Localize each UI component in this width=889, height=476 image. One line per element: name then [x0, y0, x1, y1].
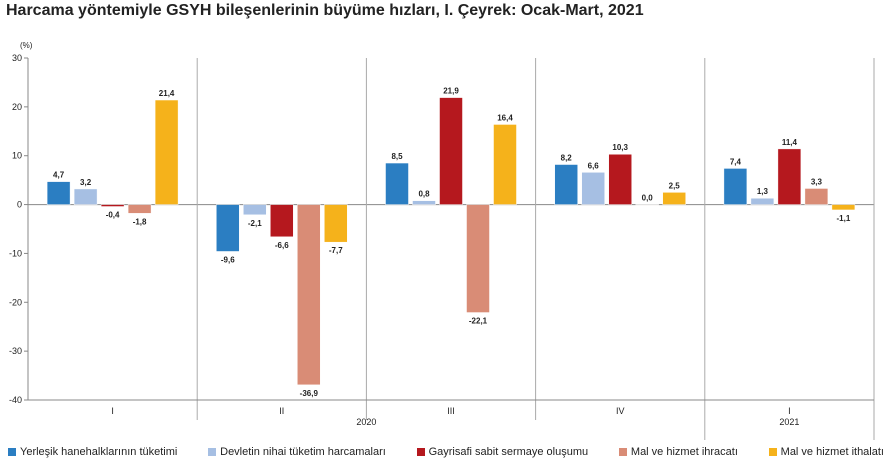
y-tick-label: 0: [17, 200, 22, 210]
legend-label: Devletin nihai tüketim harcamaları: [220, 446, 386, 458]
legend-swatch: [8, 448, 16, 456]
y-tick-label: -10: [9, 248, 22, 258]
legend-label: Gayrisafi sabit sermaye oluşumu: [428, 446, 589, 458]
legend-item: Mal ve hizmet ithalatı: [768, 446, 884, 458]
data-label: 3,2: [80, 178, 92, 187]
bar: [243, 204, 267, 216]
bar: [439, 97, 463, 205]
legend-swatch: [768, 448, 777, 456]
bar: [608, 153, 632, 205]
bar: [385, 162, 409, 205]
bar: [777, 148, 802, 205]
data-label: 21,9: [443, 87, 459, 96]
data-label: -1,8: [133, 217, 147, 226]
bar: [46, 181, 71, 205]
x-year-label: 2021: [779, 417, 799, 427]
legend-swatch: [618, 448, 627, 456]
legend-swatch: [416, 448, 425, 456]
x-year-label: 2020: [356, 417, 376, 427]
data-label: 4,7: [53, 171, 65, 180]
bar: [466, 204, 490, 313]
bar: [723, 168, 748, 205]
data-label: 6,6: [588, 161, 600, 170]
data-label: 21,4: [159, 89, 175, 98]
legend-swatch: [208, 448, 217, 456]
data-label: -2,1: [248, 219, 262, 228]
bar: [127, 204, 152, 214]
y-tick-label: -40: [9, 395, 22, 405]
chart-legend: Yerleşik hanehalklarının tüketimi Devleti…: [8, 446, 884, 458]
x-category-label: I: [111, 406, 114, 416]
bar: [216, 204, 240, 252]
legend-item: Devletin nihai tüketim harcamaları: [208, 446, 386, 458]
data-label: -7,7: [329, 246, 343, 255]
legend-item: Mal ve hizmet ihracatı: [618, 446, 738, 458]
data-label: 2,5: [669, 181, 681, 190]
x-category-label: I: [788, 406, 791, 416]
y-tick-label: -20: [9, 297, 22, 307]
data-label: 8,2: [561, 154, 573, 163]
legend-label: Mal ve hizmet ithalatı: [780, 446, 884, 458]
y-tick-label: 10: [12, 151, 22, 161]
bar: [412, 200, 436, 205]
y-tick-label: -30: [9, 346, 22, 356]
bar: [493, 124, 517, 205]
bar: [804, 188, 829, 205]
legend-label: Yerleşik hanehalklarının tüketimi: [20, 446, 178, 458]
legend-item: Yerleşik hanehalklarının tüketimi: [8, 446, 177, 458]
bar: [662, 192, 686, 205]
data-label: 7,4: [730, 157, 742, 166]
bar: [831, 204, 856, 211]
x-category-label: III: [447, 406, 455, 416]
y-tick-label: 30: [12, 53, 22, 63]
bar: [324, 204, 348, 243]
bar: [554, 164, 578, 205]
bar: [154, 99, 179, 205]
data-label: -36,9: [300, 389, 319, 398]
data-label: -9,6: [221, 255, 235, 264]
legend-label: Mal ve hizmet ihracatı: [630, 446, 738, 458]
data-label: 10,3: [612, 143, 628, 152]
bar: [100, 204, 125, 207]
data-label: 11,4: [782, 138, 798, 147]
y-tick-label: 20: [12, 102, 22, 112]
data-label: -0,4: [106, 211, 120, 220]
legend-item: Gayrisafi sabit sermaye oluşumu: [416, 446, 589, 458]
chart-title: Harcama yöntemiyle GSYH bileşenlerinin b…: [6, 2, 644, 19]
data-label: -22,1: [469, 317, 488, 326]
bar: [635, 204, 659, 206]
x-category-label: II: [279, 406, 284, 416]
bar: [581, 172, 605, 205]
bar: [750, 197, 775, 205]
data-label: 0,0: [642, 194, 654, 203]
data-label: 8,5: [391, 152, 403, 161]
bar-chart: (%) 30 20 10 0 -10 -20 -30 -40 4,7 -9,6 8,5 8,2 7,4 3,…: [9, 41, 875, 440]
data-label: 0,8: [418, 190, 430, 199]
data-label: -6,6: [275, 241, 289, 250]
x-category-label: IV: [616, 406, 625, 416]
data-label: -1,1: [837, 214, 851, 223]
data-label: 16,4: [497, 113, 513, 122]
data-label: 3,3: [811, 177, 823, 186]
bar: [73, 188, 98, 205]
bar: [270, 204, 294, 238]
data-label: 1,3: [757, 187, 769, 196]
bar: [297, 204, 321, 386]
y-axis-unit-label: (%): [20, 41, 33, 50]
